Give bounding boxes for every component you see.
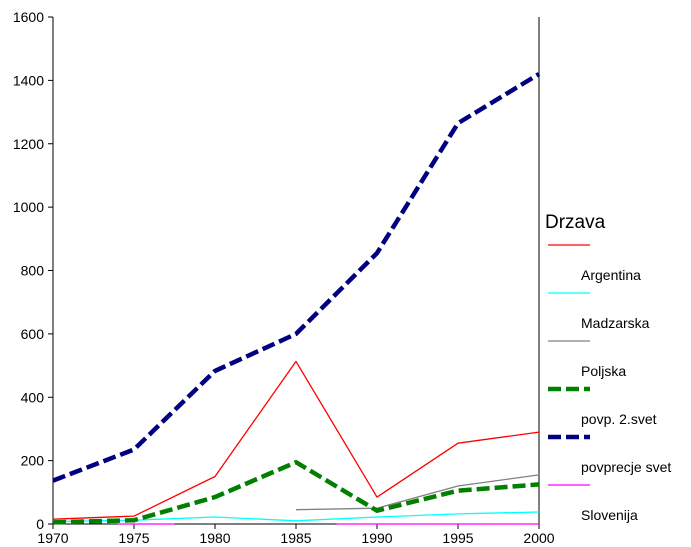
y-tick-label: 600 <box>21 326 45 342</box>
y-tick-label: 0 <box>36 516 44 532</box>
x-tick-label: 1975 <box>118 530 149 546</box>
legend-label-argentina: Argentina <box>581 267 641 283</box>
series-layer <box>52 72 541 525</box>
y-tick-label: 1200 <box>13 136 44 152</box>
legend-label-madzarska: Madzarska <box>581 315 650 331</box>
legend-label-slovenija: Slovenija <box>581 507 638 523</box>
legend-title: Drzava <box>545 212 606 233</box>
series-line-argentina <box>52 360 540 520</box>
x-tick-label: 1995 <box>442 530 473 546</box>
y-tick-label: 200 <box>21 453 45 469</box>
series-line-povp-2-svet <box>52 459 540 525</box>
legend-label-povprecje-svet: povprecje svet <box>581 459 671 475</box>
x-tick-label: 1970 <box>37 530 68 546</box>
y-tick-label: 400 <box>21 389 45 405</box>
x-tick-label: 1985 <box>280 530 311 546</box>
legend: Drzava Argentina Madzarska Poljska povp. 2.… <box>545 212 671 523</box>
y-tick-label: 800 <box>21 263 45 279</box>
series-line-poljska <box>295 474 540 511</box>
legend-label-poljska: Poljska <box>581 363 626 379</box>
plot-frame <box>52 17 540 525</box>
x-axis-ticks: 1970 1975 1980 1985 1990 1995 2000 <box>37 524 555 546</box>
y-axis-ticks: 0 200 400 600 800 1000 1200 1400 1600 <box>13 9 53 532</box>
legend-label-povp-2-svet: povp. 2.svet <box>581 411 657 427</box>
x-tick-label: 2000 <box>523 530 554 546</box>
y-tick-label: 1000 <box>13 199 44 215</box>
x-tick-label: 1990 <box>361 530 392 546</box>
y-tick-label: 1600 <box>13 9 44 25</box>
series-line-povprecje-svet <box>52 72 541 483</box>
x-tick-label: 1980 <box>199 530 230 546</box>
y-tick-label: 1400 <box>13 72 44 88</box>
